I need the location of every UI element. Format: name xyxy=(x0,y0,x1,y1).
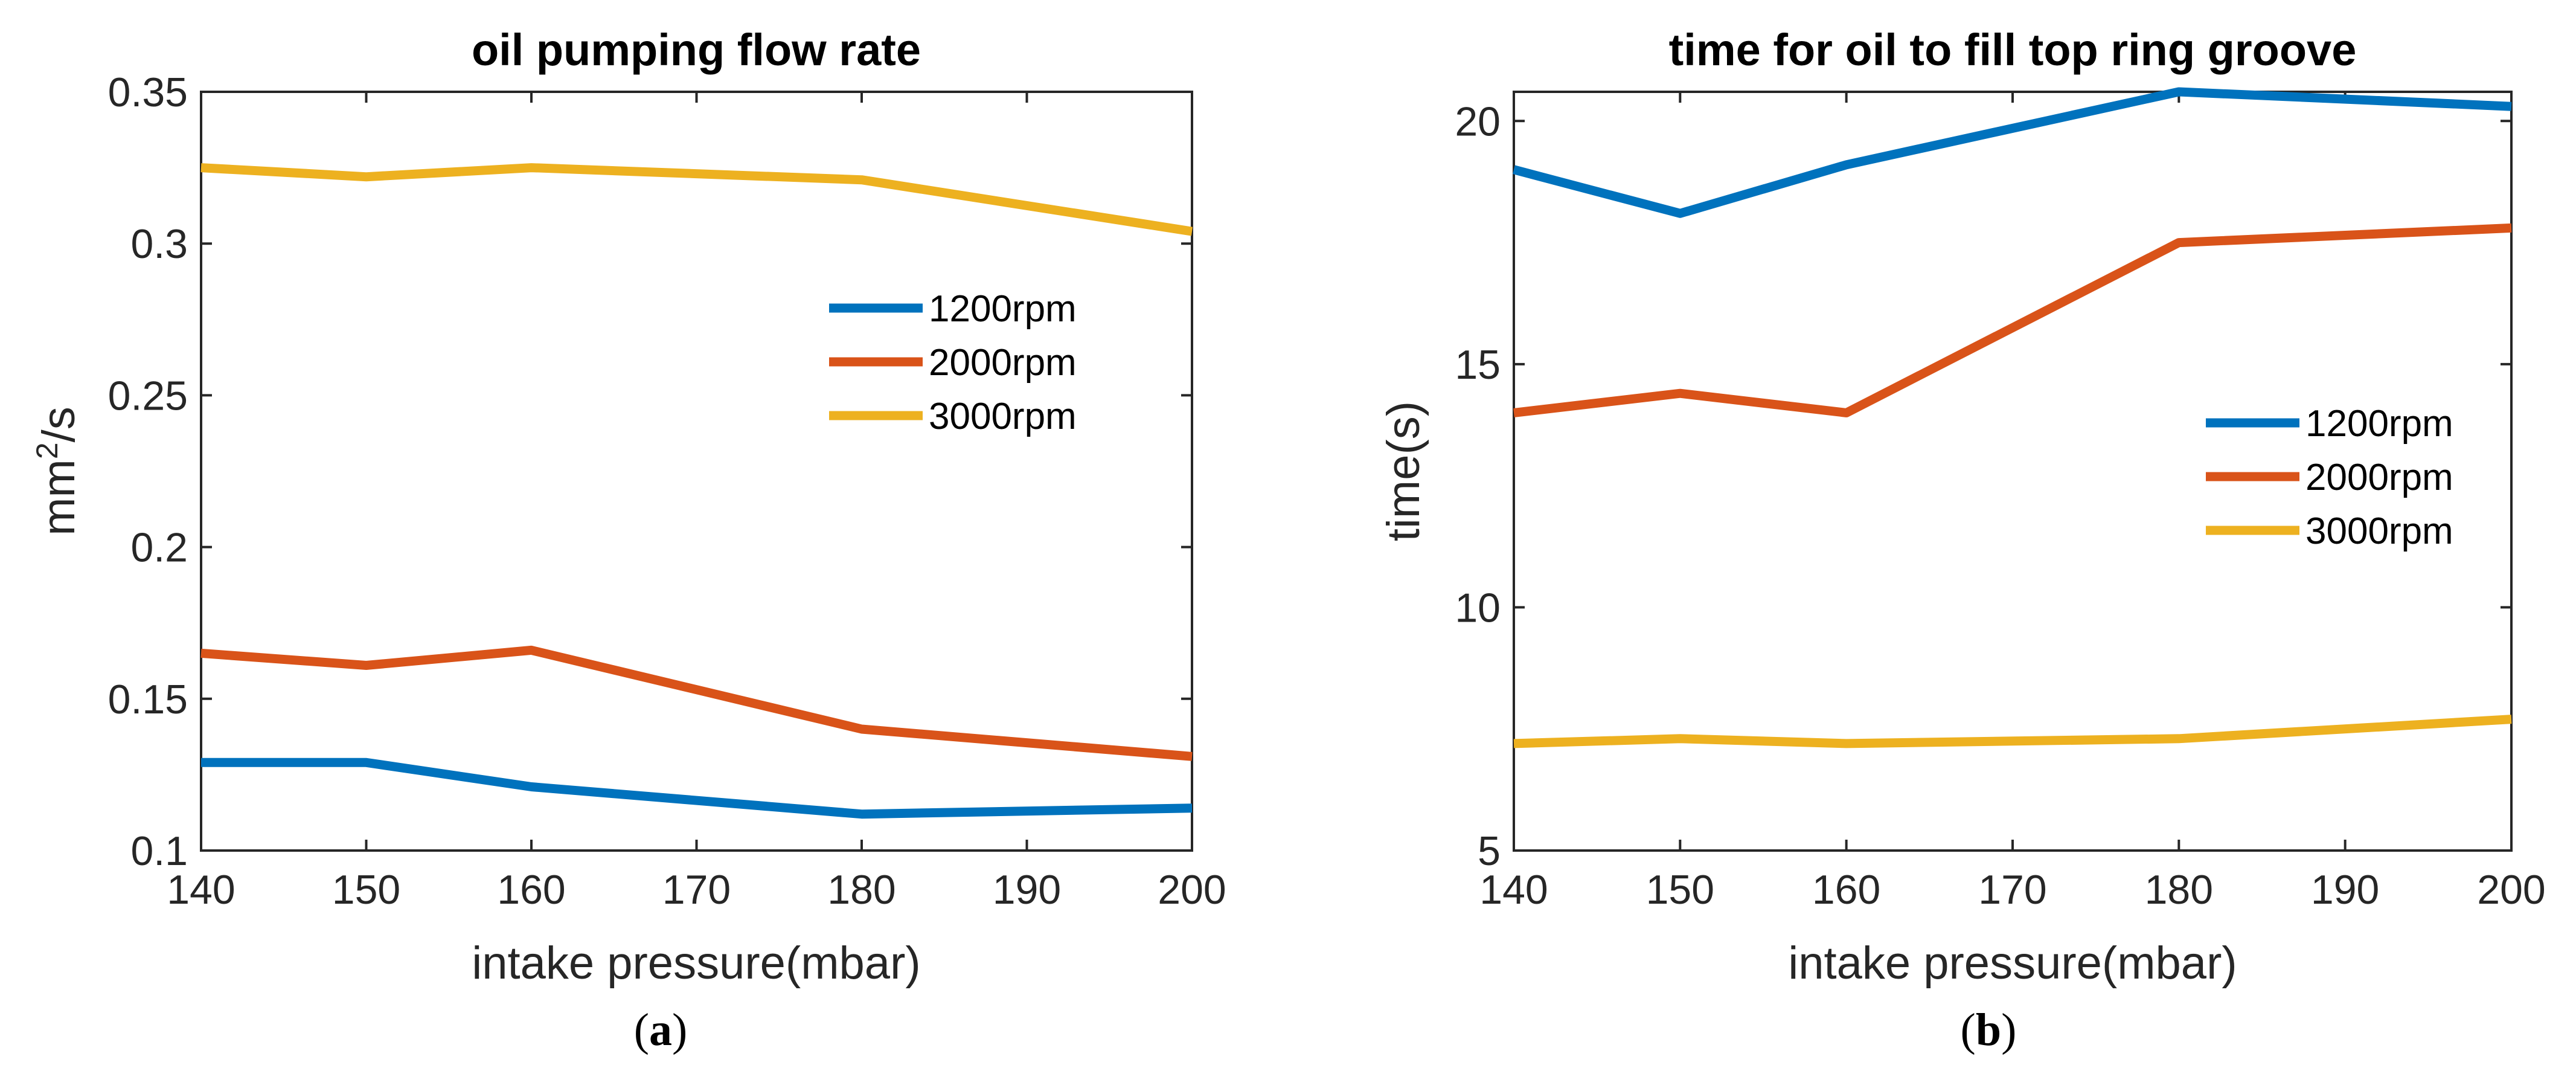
y-axis-label-a: mm2/s xyxy=(30,407,85,536)
series-line-1200rpm xyxy=(1513,87,2512,218)
plot-area-b xyxy=(1513,91,2513,852)
series-line-2000rpm xyxy=(200,645,1193,761)
caption-b-close: ) xyxy=(2001,1005,2016,1055)
y-tick-label: 0.35 xyxy=(108,69,188,115)
chart-title-b: time for oil to fill top ring groove xyxy=(1669,25,2357,75)
x-tick-label: 150 xyxy=(1646,867,1714,913)
y-axis-label-b: time(s) xyxy=(1378,401,1429,541)
series-line-3000rpm xyxy=(200,163,1193,236)
gridless-ticks-b: 140 150 160 170 180 190 200 5 10 15 20 xyxy=(1455,92,2546,913)
x-tick-label: 180 xyxy=(827,867,896,913)
chart-title-a: oil pumping flow rate xyxy=(472,25,921,75)
y-axis-label-a-tail: /s xyxy=(33,407,85,442)
caption-b: (b) xyxy=(1961,1005,2017,1055)
y-tick-label: 5 xyxy=(1478,828,1501,874)
x-tick-label: 200 xyxy=(1158,867,1226,913)
x-tick-label: 150 xyxy=(332,867,400,913)
y-tick-label: 0.3 xyxy=(130,221,188,267)
x-tick-label: 200 xyxy=(2477,867,2545,913)
x-tick-label: 190 xyxy=(993,867,1061,913)
y-axis-label-a-sup: 2 xyxy=(30,442,64,459)
caption-b-letter: b xyxy=(1976,1005,2001,1055)
plot-area-a xyxy=(200,91,1193,852)
y-tick-label: 0.1 xyxy=(130,828,188,874)
series-group-a xyxy=(200,163,1193,819)
y-axis-label-a-base: mm xyxy=(33,459,85,536)
caption-b-open: ( xyxy=(1961,1005,1976,1055)
x-tick-label: 170 xyxy=(662,867,731,913)
series-line-1200rpm xyxy=(201,758,1193,819)
x-tick-label: 180 xyxy=(2145,867,2213,913)
chart-panel-a: 140 150 160 170 180 190 200 0.1 0.15 0.2 0.25 0.3 0.… xyxy=(30,25,1226,1055)
y-tick-label: 0.2 xyxy=(130,525,188,571)
legend-label: 1200rpm xyxy=(2305,403,2453,445)
legend-label: 1200rpm xyxy=(929,288,1077,330)
caption-a-open: ( xyxy=(634,1005,649,1055)
x-axis-label-b: intake pressure(mbar) xyxy=(1788,938,2237,989)
legend-label: 3000rpm xyxy=(929,396,1077,437)
caption-a-letter: a xyxy=(649,1005,672,1055)
x-tick-label: 140 xyxy=(167,867,235,913)
legend-label: 3000rpm xyxy=(2305,510,2453,552)
series-group-b xyxy=(1513,87,2512,748)
x-axis-label-a: intake pressure(mbar) xyxy=(472,938,920,989)
legend-a: 1200rpm 2000rpm 3000rpm xyxy=(829,288,1077,437)
legend-label: 2000rpm xyxy=(2305,457,2453,498)
legend-b: 1200rpm 2000rpm 3000rpm xyxy=(2206,403,2453,552)
y-tick-label: 10 xyxy=(1455,585,1501,631)
y-tick-label: 15 xyxy=(1455,342,1501,388)
legend-label: 2000rpm xyxy=(929,342,1077,384)
y-tick-label: 0.15 xyxy=(108,677,188,722)
gridless-ticks-a: 140 150 160 170 180 190 200 0.1 0.15 0.2 0.25 0.3 0.… xyxy=(108,69,1226,913)
x-tick-label: 190 xyxy=(2311,867,2379,913)
x-tick-label: 140 xyxy=(1479,867,1548,913)
series-line-3000rpm xyxy=(1513,715,2512,748)
caption-a: (a) xyxy=(634,1005,688,1055)
y-tick-label: 20 xyxy=(1455,98,1501,144)
x-tick-label: 160 xyxy=(497,867,565,913)
chart-panel-b: 140 150 160 170 180 190 200 5 10 15 20 time for oi… xyxy=(1378,25,2546,1055)
series-line-2000rpm xyxy=(1513,223,2512,417)
x-tick-label: 170 xyxy=(1978,867,2046,913)
x-tick-label: 160 xyxy=(1812,867,1880,913)
y-tick-label: 0.25 xyxy=(108,373,188,419)
caption-a-close: ) xyxy=(672,1005,687,1055)
